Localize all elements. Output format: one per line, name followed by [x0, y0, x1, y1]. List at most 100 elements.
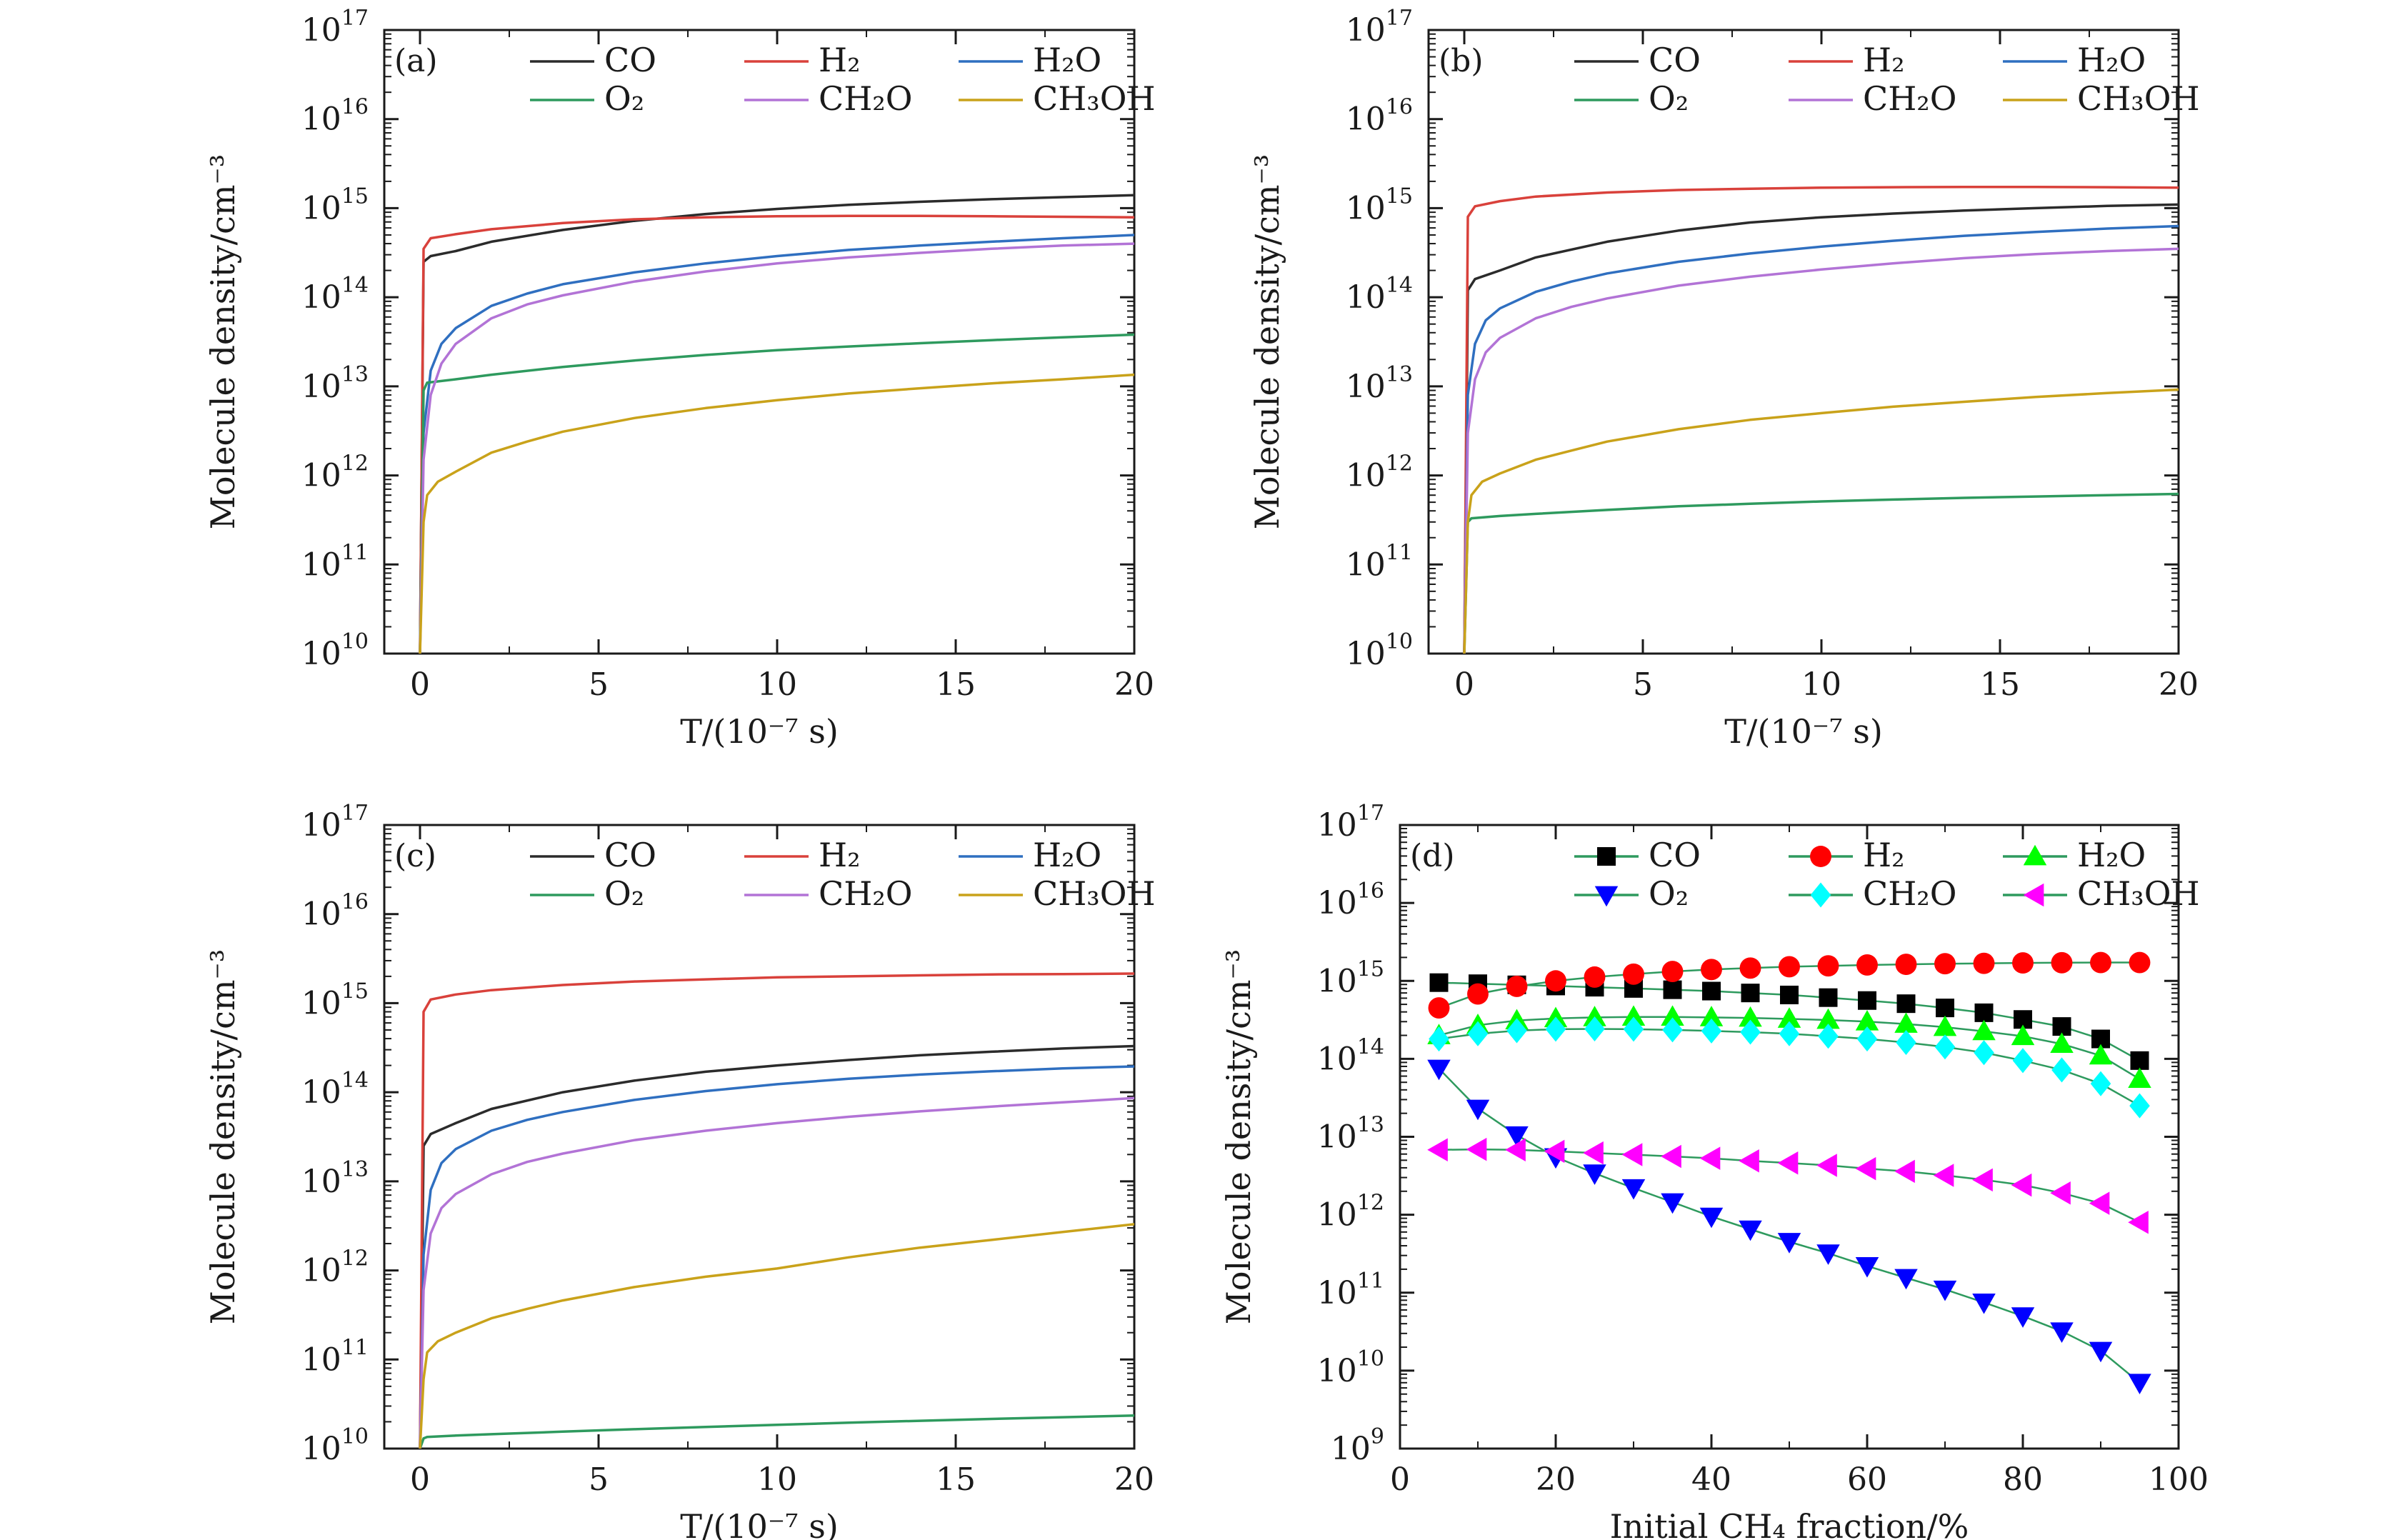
data-point-ch2o: [1974, 1040, 1994, 1066]
data-point-ch2o: [1740, 1019, 1761, 1045]
data-point-h2: [2090, 951, 2111, 974]
data-point-ch3oh: [2011, 1173, 2032, 1197]
data-point-h2: [1467, 983, 1489, 1005]
data-point-ch2o: [1818, 1024, 1839, 1049]
data-point-ch3oh: [1894, 1159, 1915, 1184]
data-point-ch2o: [2090, 1071, 2111, 1096]
data-point-o2: [1933, 1280, 1957, 1301]
data-point-ch3oh: [1816, 1154, 1837, 1177]
data-point-h2: [2012, 952, 2034, 974]
data-point-ch2o: [2129, 1093, 2150, 1119]
y-tick-label: 1012: [1317, 1191, 1384, 1234]
data-point-o2: [1621, 1179, 1646, 1200]
data-point-ch3oh: [1855, 1156, 1876, 1181]
data-point-ch2o: [1467, 1021, 1489, 1046]
data-point-o2: [1894, 1269, 1918, 1290]
x-tick-label: 60: [1847, 1461, 1887, 1498]
data-point-ch3oh: [1466, 1137, 1487, 1161]
data-point-co: [1429, 973, 1449, 992]
data-point-o2: [2011, 1307, 2035, 1328]
plot-area: [419, 194, 1134, 654]
panel-d: 109 1010 1011 1012 1013 1014 1015 1016 1017 0 20 40…: [1219, 801, 2209, 1540]
legend-label-h2: H₂: [1863, 41, 1905, 79]
y-tick-label: 1014: [1317, 1034, 1384, 1077]
data-point-h2: [2051, 951, 2073, 974]
series-line-h2o: [419, 1065, 1134, 1449]
y-tick-label: 109: [1331, 1424, 1384, 1467]
x-axis-label: Initial CH₄ fraction/%: [1610, 1507, 1969, 1540]
series-markers-ch3oh: [1427, 1137, 2149, 1234]
legend: CO H₂ H₂O O₂ CH₂O CH₃OH: [1574, 41, 2200, 118]
y-tick-label: 1015: [1317, 956, 1384, 999]
series-line-o2: [1438, 1068, 2141, 1384]
y-tick-label: 1011: [1317, 1269, 1384, 1311]
data-point-o2: [1466, 1099, 1490, 1121]
x-tick-label: 20: [1114, 666, 1154, 703]
data-point-ch3oh: [1933, 1164, 1954, 1187]
y-tick-label: 1013: [301, 1157, 369, 1200]
x-tick-label: 0: [410, 1461, 430, 1498]
data-point-h2o: [1661, 1005, 1684, 1026]
series-line-h2o: [419, 234, 1134, 654]
plot-area: [1427, 951, 2151, 1395]
legend-label-ch3oh: CH₃OH: [2077, 79, 2200, 118]
x-axis-label: T/(10⁻⁷ s): [680, 1507, 839, 1540]
x-tick-label: 5: [589, 666, 609, 703]
data-point-h2o: [1894, 1012, 1918, 1033]
series-markers-ch2o: [1429, 1016, 2150, 1119]
data-point-h2o: [1816, 1008, 1840, 1029]
legend-marker-ch3oh: [2023, 883, 2044, 907]
y-tick-label: 1014: [1346, 273, 1413, 316]
data-point-h2: [1934, 953, 1956, 975]
data-point-ch2o: [1429, 1026, 1449, 1052]
data-point-h2: [2129, 951, 2151, 974]
series-markers-h2: [1428, 951, 2151, 1019]
legend-label-ch3oh: CH₃OH: [1033, 874, 1156, 913]
data-point-ch2o: [1623, 1016, 1644, 1042]
y-tick-label: 1017: [1317, 801, 1384, 844]
data-point-ch2o: [1856, 1026, 1878, 1052]
data-point-o2: [1739, 1220, 1762, 1241]
data-point-ch3oh: [2089, 1191, 2110, 1215]
series-line-o2: [419, 1414, 1134, 1449]
data-point-co: [2130, 1051, 2149, 1070]
y-tick-label: 1016: [1317, 879, 1384, 921]
legend-marker-ch2o: [1810, 882, 1831, 908]
legend-label-ch2o: CH₂O: [819, 874, 912, 913]
y-tick-label: 1016: [1346, 95, 1413, 138]
y-tick-label: 1011: [301, 1335, 369, 1378]
y-tick-label: 1016: [301, 890, 369, 933]
legend-label-ch2o: CH₂O: [819, 79, 912, 118]
data-point-co: [1663, 980, 1682, 999]
x-tick-label: 100: [2149, 1461, 2209, 1498]
legend-label-ch3oh: CH₃OH: [2077, 874, 2200, 913]
x-tick-label: 20: [1536, 1461, 1576, 1498]
y-tick-label: 1012: [301, 451, 369, 494]
x-tick-label: 0: [410, 666, 430, 703]
series-markers-o2: [1427, 1059, 2151, 1395]
data-point-ch3oh: [1661, 1144, 1681, 1169]
data-point-o2: [1777, 1233, 1801, 1254]
data-point-o2: [2050, 1322, 2074, 1344]
plot-frame: [1427, 29, 2180, 655]
panel-label: (a): [394, 43, 438, 79]
series-line-ch3oh: [419, 373, 1134, 654]
legend-label-o2: O₂: [1649, 79, 1689, 118]
x-tick-label: 10: [1801, 666, 1841, 703]
data-point-h2o: [2011, 1024, 2035, 1046]
series-line-h2: [419, 214, 1134, 654]
data-point-o2: [2128, 1374, 2151, 1395]
panel-label: (b): [1439, 43, 1484, 79]
data-point-co: [1780, 985, 1799, 1004]
x-tick-label: 15: [1980, 666, 2020, 703]
data-point-ch2o: [1701, 1018, 1722, 1044]
y-axis-label: Molecule density/cm⁻³: [204, 154, 242, 529]
data-point-ch3oh: [1583, 1141, 1604, 1165]
data-point-h2o: [2089, 1044, 2113, 1065]
data-point-h2: [1428, 997, 1450, 1019]
panel-label: (c): [394, 838, 436, 874]
legend-label-h2o: H₂O: [2077, 836, 2146, 874]
data-point-co: [1936, 999, 1954, 1018]
y-axis-label: Molecule density/cm⁻³: [204, 949, 242, 1324]
data-point-h2: [1817, 955, 1839, 977]
